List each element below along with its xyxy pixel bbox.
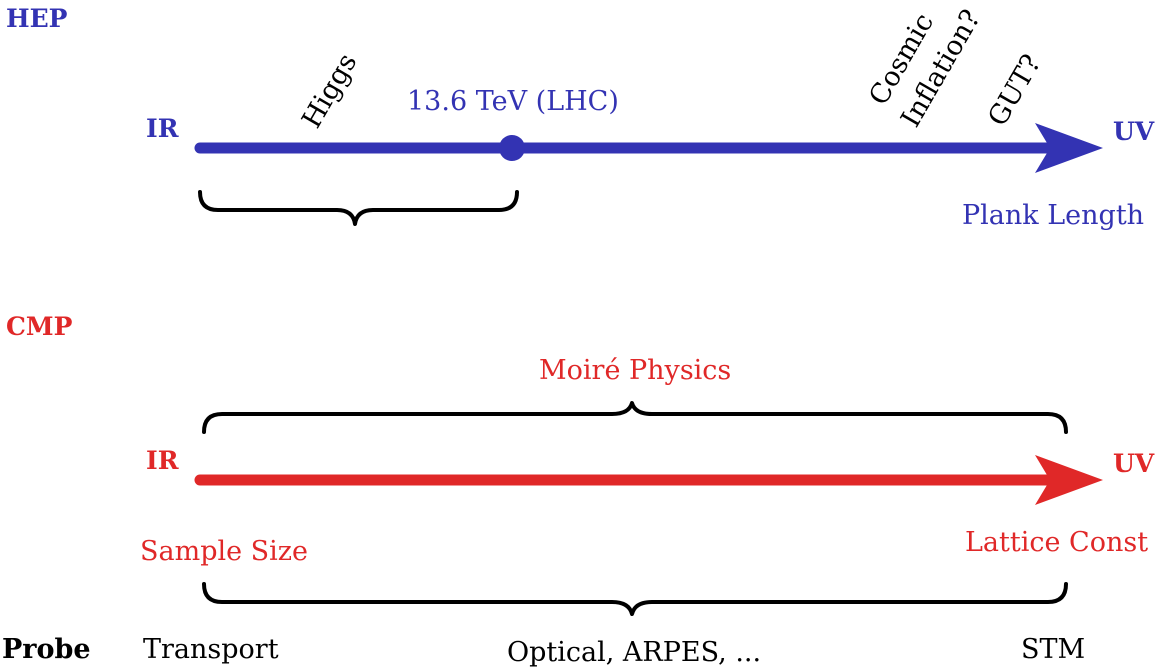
- probe-item-stm: STM: [1021, 634, 1085, 665]
- cmp-ir-scale-label: Sample Size: [140, 536, 308, 567]
- cmp-span-label: Moiré Physics: [539, 355, 731, 386]
- hep-uv-scale-label: Plank Length: [962, 200, 1144, 231]
- lhc-energy-marker: [499, 135, 525, 161]
- lhc-marker-label: 13.6 TeV (LHC): [407, 86, 619, 117]
- probe-item-transport: Transport: [143, 634, 279, 665]
- cmp-ir-label: IR: [146, 446, 179, 475]
- gut-label: GUT?: [982, 49, 1047, 131]
- cmp-uv-label: UV: [1113, 449, 1155, 478]
- cmp-section-label: CMP: [6, 312, 73, 341]
- moire-physics-brace: [202, 401, 1068, 434]
- cmp-axis-arrowhead: [1035, 455, 1103, 505]
- higgs-label: Higgs: [296, 48, 363, 133]
- probe-range-brace: [202, 582, 1068, 616]
- probe-item-optical: Optical, ARPES, ...: [507, 637, 761, 668]
- hep-ir-label: IR: [146, 114, 179, 143]
- probe-row-label: Probe: [2, 634, 91, 665]
- hep-section-label: HEP: [6, 4, 68, 33]
- hep-uv-label: UV: [1113, 117, 1155, 146]
- hep-axis-arrowhead: [1035, 123, 1103, 173]
- cmp-uv-scale-label: Lattice Const: [965, 527, 1148, 558]
- hep-accessible-range-brace: [198, 190, 519, 226]
